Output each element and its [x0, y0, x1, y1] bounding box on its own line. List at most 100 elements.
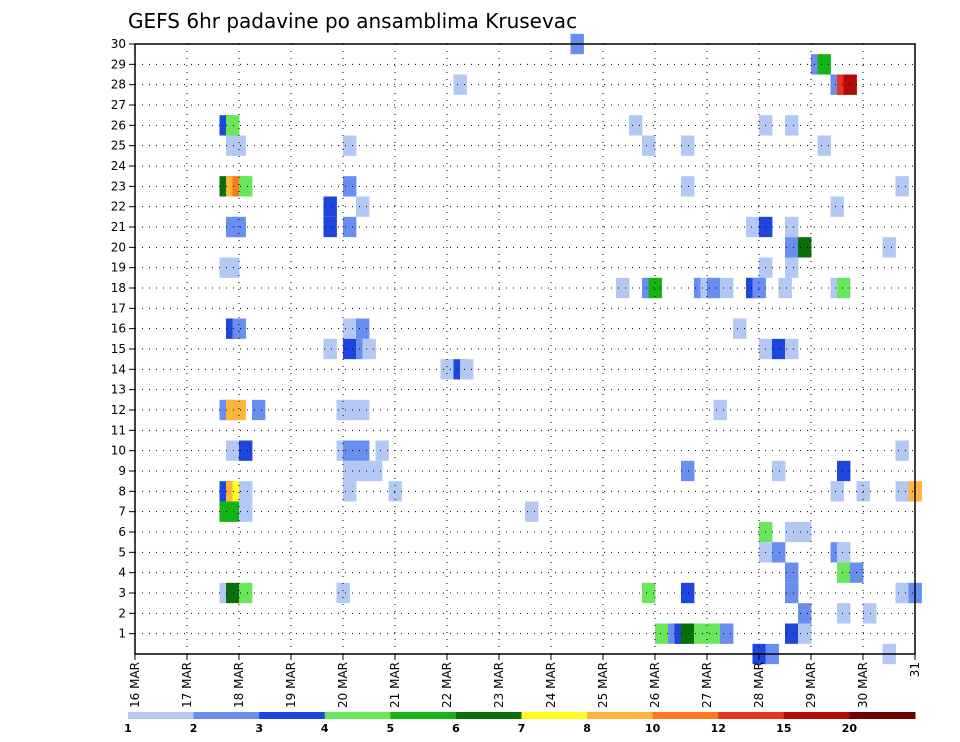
colorbar-swatch	[193, 712, 260, 719]
colorbar-label: 5	[387, 722, 395, 735]
x-tick-label: 18 MAR	[232, 662, 246, 708]
colorbar-label: 2	[190, 722, 198, 735]
data-cell	[323, 216, 337, 238]
y-tick-label: 18	[111, 281, 126, 295]
data-cell	[343, 176, 357, 197]
data-cell	[694, 623, 708, 644]
data-cell	[239, 582, 253, 604]
colorbar-swatch	[783, 712, 850, 719]
data-cell	[343, 399, 357, 421]
data-cell	[453, 74, 467, 95]
data-cell	[369, 460, 383, 482]
data-cell	[785, 338, 799, 360]
data-cell	[648, 277, 662, 299]
y-tick-label: 24	[111, 159, 126, 173]
y-tick-label: 1	[118, 627, 126, 641]
colorbar-label: 4	[321, 722, 329, 735]
data-cell	[895, 176, 909, 197]
data-cell	[720, 277, 734, 299]
data-cell	[785, 623, 799, 644]
data-cell	[785, 237, 799, 258]
data-cell	[343, 440, 357, 461]
data-cell	[681, 135, 695, 156]
colorbar-swatch	[718, 712, 785, 719]
data-cell	[798, 237, 812, 258]
y-tick-label: 23	[111, 179, 126, 193]
data-cell	[232, 318, 246, 339]
data-cell	[356, 318, 370, 339]
data-cell	[226, 115, 240, 136]
data-cell	[863, 603, 877, 624]
x-tick-label: 31	[908, 662, 922, 677]
data-cell	[785, 115, 799, 136]
data-cell	[837, 460, 851, 482]
chart-title: GEFS 6hr padavine po ansamblima Krusevac	[128, 9, 577, 33]
colorbar-label: 12	[711, 722, 726, 735]
data-cell	[837, 562, 851, 583]
data-cell	[785, 216, 799, 238]
data-cell	[226, 440, 240, 461]
x-tick-label: 30 MAR	[856, 662, 870, 708]
colorbar-label: 3	[255, 722, 263, 735]
y-tick-label: 27	[111, 98, 126, 112]
data-cell	[752, 277, 766, 299]
data-cell	[798, 521, 812, 543]
x-tick-label: 17 MAR	[180, 662, 194, 708]
data-cell	[785, 562, 799, 583]
data-cell	[785, 521, 799, 543]
data-cell	[440, 359, 454, 380]
data-cell	[798, 603, 812, 624]
data-cell	[817, 135, 831, 156]
colorbar-label: 7	[518, 722, 526, 735]
data-cell	[681, 176, 695, 197]
y-tick-label: 5	[118, 545, 126, 559]
data-cell	[343, 338, 357, 360]
data-cell	[232, 135, 246, 156]
data-cell	[746, 216, 760, 238]
data-cell	[252, 399, 266, 421]
colorbar-swatch	[849, 712, 916, 719]
data-cell	[830, 196, 844, 217]
data-cell	[375, 440, 389, 461]
data-cell	[837, 542, 851, 563]
data-cell	[343, 481, 357, 502]
data-cell	[323, 196, 337, 217]
colorbar-label: 1	[124, 722, 132, 735]
y-tick-label: 13	[111, 383, 126, 397]
data-cell	[616, 277, 630, 299]
x-tick-label: 27 MAR	[700, 662, 714, 708]
data-cell	[837, 277, 851, 299]
data-cell	[778, 277, 792, 299]
x-tick-label: 19 MAR	[284, 662, 298, 708]
data-cell	[655, 623, 669, 644]
data-cell	[362, 338, 376, 360]
y-tick-label: 28	[111, 78, 126, 92]
y-tick-label: 3	[118, 586, 126, 600]
data-cell	[629, 115, 643, 136]
y-tick-label: 16	[111, 322, 126, 336]
data-cell	[343, 318, 357, 339]
colorbar-label: 10	[645, 722, 661, 735]
y-tick-label: 11	[111, 423, 126, 437]
data-cell	[323, 338, 337, 360]
y-tick-label: 7	[118, 505, 126, 519]
data-cell	[798, 623, 812, 644]
data-cell	[356, 460, 370, 482]
data-cell	[895, 582, 909, 604]
y-tick-label: 20	[111, 240, 126, 254]
data-cell	[772, 542, 786, 563]
x-tick-label: 25 MAR	[596, 662, 610, 708]
x-tick-label: 24 MAR	[544, 662, 558, 708]
x-tick-label: 23 MAR	[492, 662, 506, 708]
colorbar-swatch	[652, 712, 719, 719]
data-cell	[817, 54, 831, 75]
data-cell	[882, 237, 896, 258]
y-tick-label: 22	[111, 200, 126, 214]
data-cell	[843, 74, 857, 95]
y-tick-label: 8	[118, 484, 126, 498]
data-cell	[336, 582, 350, 604]
colorbar-label: 8	[583, 722, 591, 735]
data-cell	[525, 501, 539, 522]
colorbar-label: 15	[776, 722, 791, 735]
colorbar: 1 2 3 4 5 6 7 8 10 12 15 20	[124, 712, 916, 735]
